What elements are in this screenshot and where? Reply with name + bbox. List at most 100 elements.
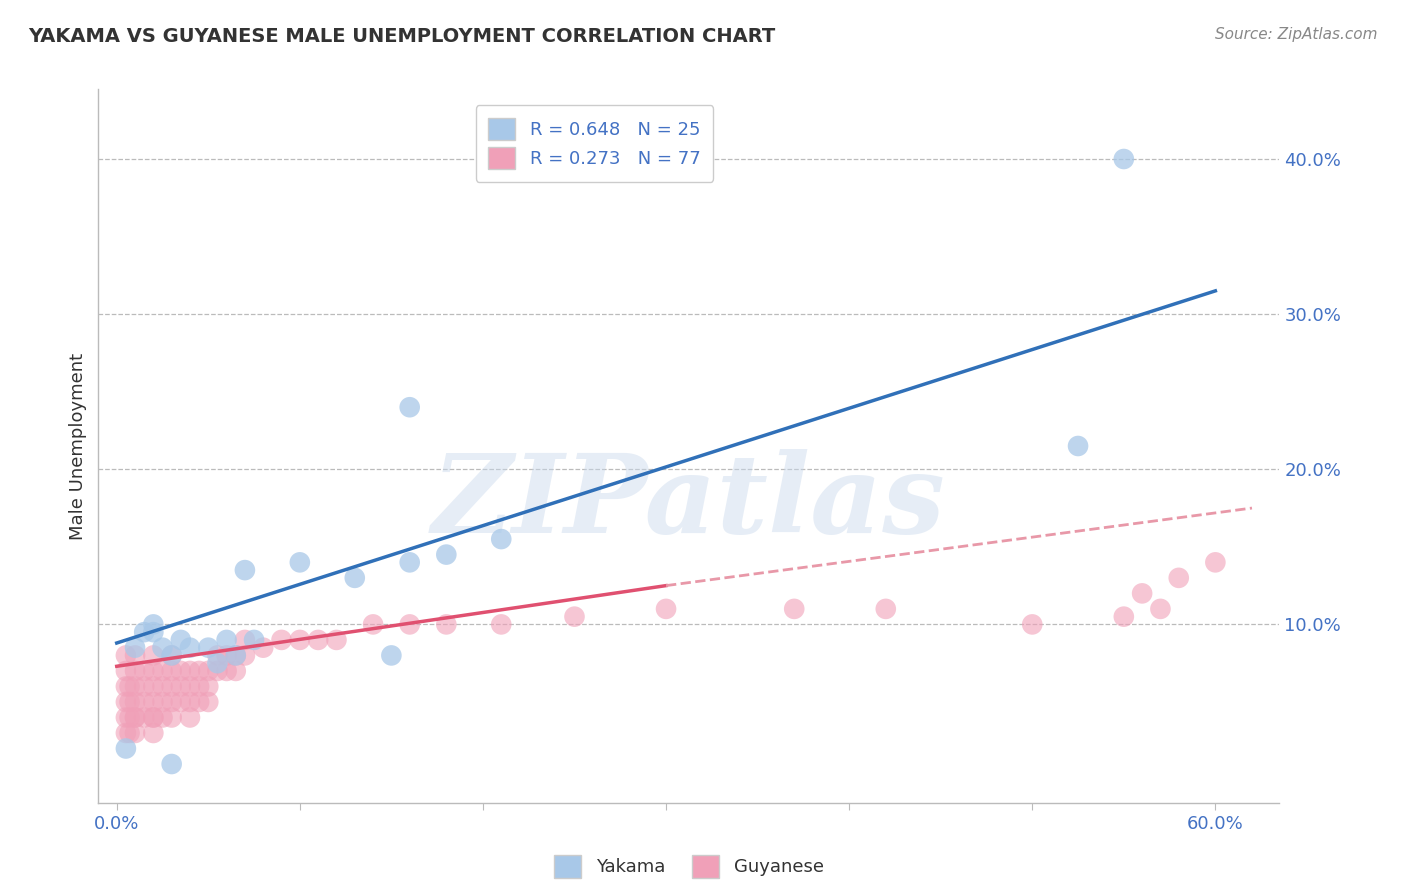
Point <box>160 757 183 772</box>
Point <box>655 602 678 616</box>
Point <box>288 632 311 647</box>
Point <box>115 648 138 663</box>
Point <box>160 710 183 724</box>
Point <box>270 632 292 647</box>
Point <box>225 664 247 678</box>
Point <box>1021 617 1043 632</box>
Point <box>434 617 457 632</box>
Point <box>134 664 156 678</box>
Point <box>343 571 366 585</box>
Point <box>207 664 229 678</box>
Point <box>398 555 420 569</box>
Point <box>170 680 193 694</box>
Point <box>434 548 457 562</box>
Point <box>170 632 193 647</box>
Point <box>225 648 247 663</box>
Point <box>1167 571 1189 585</box>
Text: Source: ZipAtlas.com: Source: ZipAtlas.com <box>1215 27 1378 42</box>
Point <box>1067 439 1090 453</box>
Point <box>142 695 165 709</box>
Point <box>134 710 156 724</box>
Point <box>491 617 513 632</box>
Point <box>875 602 897 616</box>
Point <box>288 555 311 569</box>
Point <box>179 640 201 655</box>
Point <box>142 648 165 663</box>
Point <box>207 656 229 670</box>
Point <box>783 602 806 616</box>
Point <box>233 563 256 577</box>
Point <box>170 664 193 678</box>
Point <box>115 680 138 694</box>
Point <box>134 625 156 640</box>
Point <box>142 710 165 724</box>
Point <box>179 680 201 694</box>
Point <box>115 664 138 678</box>
Point <box>115 695 138 709</box>
Point <box>197 664 219 678</box>
Point <box>179 695 201 709</box>
Point <box>197 680 219 694</box>
Text: ZIPatlas: ZIPatlas <box>432 450 946 557</box>
Point <box>118 710 141 724</box>
Point <box>179 664 201 678</box>
Point <box>160 664 183 678</box>
Point <box>124 710 146 724</box>
Point <box>160 648 183 663</box>
Point <box>118 695 141 709</box>
Point <box>307 632 329 647</box>
Point <box>233 632 256 647</box>
Point <box>207 648 229 663</box>
Point <box>170 695 193 709</box>
Point <box>564 609 586 624</box>
Legend: Yakama, Guyanese: Yakama, Guyanese <box>546 847 832 887</box>
Point <box>134 680 156 694</box>
Point <box>115 710 138 724</box>
Point <box>142 664 165 678</box>
Point <box>134 695 156 709</box>
Point <box>152 710 174 724</box>
Point <box>188 664 211 678</box>
Point <box>124 640 146 655</box>
Point <box>115 741 138 756</box>
Point <box>1112 152 1135 166</box>
Point <box>215 664 238 678</box>
Point <box>118 680 141 694</box>
Point <box>152 640 174 655</box>
Point <box>124 664 146 678</box>
Point <box>252 640 274 655</box>
Point <box>115 726 138 740</box>
Point <box>124 680 146 694</box>
Point <box>142 710 165 724</box>
Point <box>197 695 219 709</box>
Point <box>197 640 219 655</box>
Text: YAKAMA VS GUYANESE MALE UNEMPLOYMENT CORRELATION CHART: YAKAMA VS GUYANESE MALE UNEMPLOYMENT COR… <box>28 27 775 45</box>
Point <box>160 648 183 663</box>
Point <box>188 695 211 709</box>
Point <box>1204 555 1226 569</box>
Point <box>398 401 420 415</box>
Point <box>188 680 211 694</box>
Point <box>215 632 238 647</box>
Point <box>1130 586 1153 600</box>
Point <box>491 532 513 546</box>
Point <box>325 632 347 647</box>
Y-axis label: Male Unemployment: Male Unemployment <box>69 352 87 540</box>
Point <box>243 632 266 647</box>
Point <box>142 680 165 694</box>
Point <box>1149 602 1171 616</box>
Point <box>398 617 420 632</box>
Point <box>215 648 238 663</box>
Point <box>179 710 201 724</box>
Point <box>152 664 174 678</box>
Point <box>152 695 174 709</box>
Point <box>124 695 146 709</box>
Point <box>380 648 402 663</box>
Point <box>1112 609 1135 624</box>
Point <box>142 625 165 640</box>
Point <box>160 680 183 694</box>
Point <box>361 617 384 632</box>
Point <box>142 726 165 740</box>
Point <box>124 726 146 740</box>
Point <box>124 648 146 663</box>
